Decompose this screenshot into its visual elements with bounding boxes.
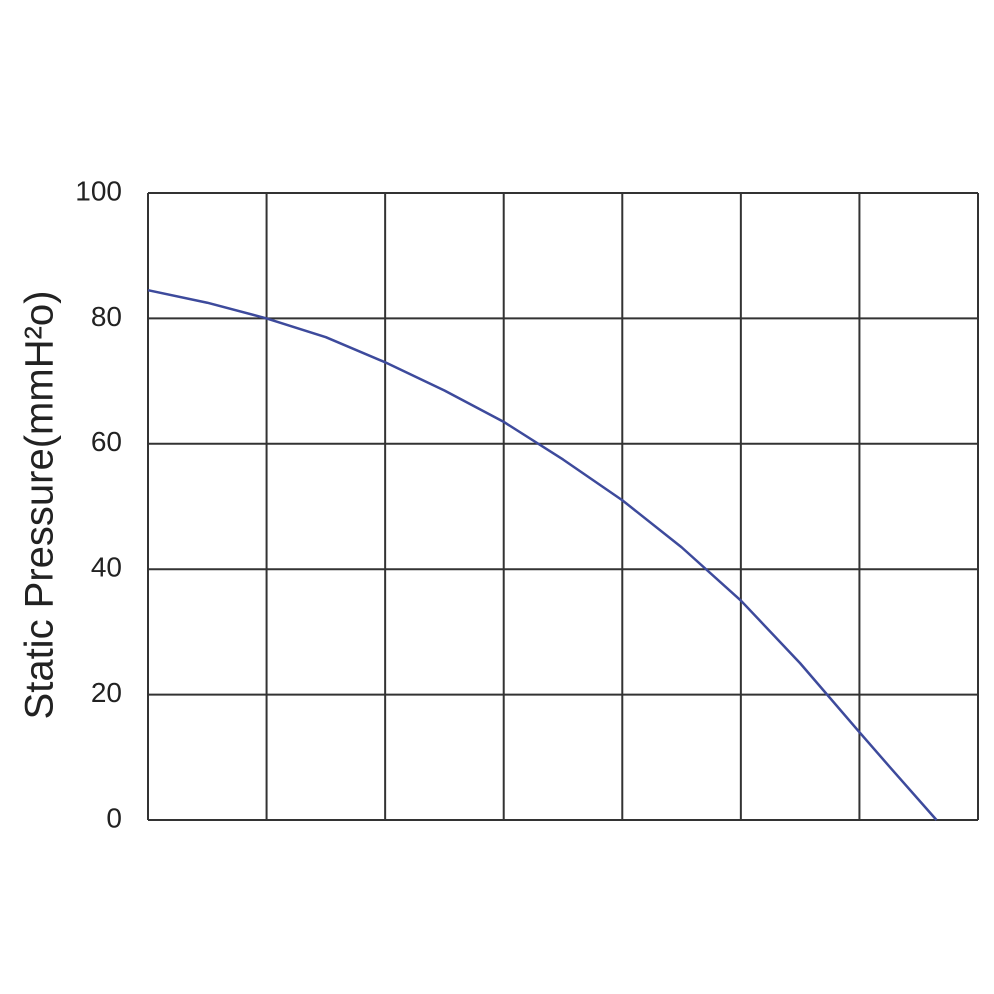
line [147, 288, 938, 821]
y-axis-label: Static Pressure(mmH²o) [18, 291, 62, 720]
y-tick-label: 0 [106, 802, 122, 833]
y-tick-label: 20 [91, 677, 122, 708]
y-tick-label: 100 [75, 175, 122, 206]
y-tick-label: 60 [91, 426, 122, 457]
y-tick-label: 80 [91, 301, 122, 332]
y-tick-label: 40 [91, 552, 122, 583]
